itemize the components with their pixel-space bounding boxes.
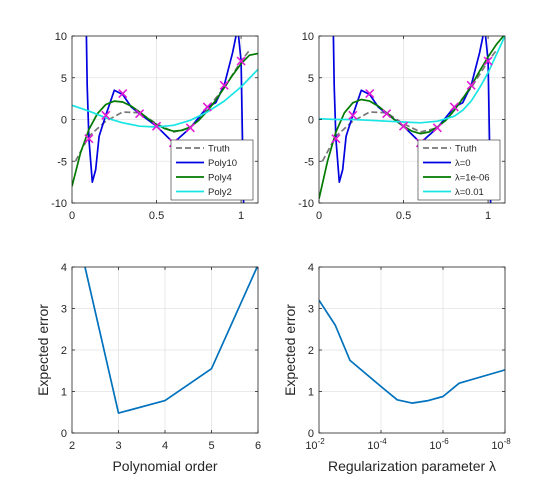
legend-label-1: λ=0 — [455, 158, 471, 169]
y-tick-label: 0 — [308, 428, 314, 440]
x-tick-label: 10-6 — [429, 437, 449, 452]
data-point-marker — [219, 80, 229, 90]
y-tick-label: 5 — [308, 73, 314, 85]
x-axis-label: Regularization parameter λ — [328, 458, 496, 474]
x-tick-label: 0 — [316, 210, 322, 222]
x-tick-label: 1 — [485, 210, 491, 222]
x-tick-label: 0.5 — [396, 210, 411, 222]
x-axis-label: Polynomial order — [112, 458, 217, 474]
x-tick-label: 6 — [255, 440, 261, 452]
x-tick-label-exponent: -4 — [380, 437, 388, 446]
y-tick-label: 0 — [308, 115, 314, 127]
legend-label-2: Poly4 — [208, 173, 232, 184]
x-tick-label-exponent: -2 — [318, 437, 326, 446]
y-tick-label: 2 — [308, 345, 314, 357]
data-point-marker — [101, 110, 111, 120]
legend-box — [417, 139, 501, 201]
series-line-3 — [319, 36, 505, 124]
y-tick-label: -5 — [57, 156, 67, 168]
y-tick-label: -5 — [304, 156, 314, 168]
x-tick-label-exponent: -8 — [504, 437, 512, 446]
data-point-marker — [449, 102, 459, 112]
x-tick-label: 0 — [69, 210, 75, 222]
plot-lines — [84, 267, 258, 414]
x-tick-label-base: 10 — [429, 440, 441, 452]
x-tick-label: 3 — [115, 440, 121, 452]
y-tick-label: -10 — [51, 198, 67, 210]
y-tick-label: 1 — [308, 387, 314, 399]
plot-lines — [319, 299, 505, 404]
data-point-marker — [398, 121, 409, 131]
legend: Truth λ=0 λ=1e-06 λ=0.01 — [417, 139, 501, 201]
data-point-marker — [365, 89, 375, 99]
x-tick-label: 10-8 — [491, 437, 511, 452]
y-axis-label: Expected error — [282, 304, 298, 396]
legend-label-3: Poly2 — [208, 187, 232, 198]
legend-label-0: Truth — [208, 144, 230, 155]
data-point-marker — [84, 134, 94, 144]
x-tick-label: 10-4 — [367, 437, 387, 452]
x-tick-label: 1 — [238, 210, 244, 222]
y-tick-label: 1 — [61, 387, 67, 399]
legend-label-2: λ=1e-06 — [455, 173, 490, 184]
y-tick-label: 2 — [61, 345, 67, 357]
plot-lines — [72, 36, 258, 203]
y-tick-label: -10 — [298, 198, 314, 210]
series-line-2 — [319, 36, 505, 199]
y-tick-label: 0 — [61, 428, 67, 440]
x-tick-label-base: 10 — [491, 440, 503, 452]
x-tick-label: 10-2 — [305, 437, 325, 452]
legend-box — [170, 139, 254, 201]
chart-panel-bottom-left: 2 3 4 5 6 0 1 2 3 4 Polynomial order Expected error — [35, 262, 261, 474]
series-line-0 — [319, 299, 505, 404]
y-tick-label: 5 — [61, 73, 67, 85]
data-point-marker — [382, 109, 392, 119]
x-tick-label: 0.5 — [149, 210, 164, 222]
chart-panel-top-left: 0 0.5 1 -10 -5 0 5 10 Truth Poly10 Poly4 Poly2 — [51, 31, 259, 222]
data-point-marker — [331, 134, 341, 144]
data-point-marker — [202, 102, 212, 112]
series-line-2 — [72, 52, 258, 187]
x-tick-label-base: 10 — [367, 440, 379, 452]
series-line-0 — [84, 267, 258, 414]
data-point-marker — [466, 80, 476, 90]
x-tick-label-exponent: -6 — [442, 437, 450, 446]
y-tick-label: 10 — [302, 31, 314, 43]
legend-label-3: λ=0.01 — [455, 187, 484, 198]
legend-label-1: Poly10 — [208, 158, 237, 169]
y-tick-label: 4 — [308, 262, 314, 274]
data-point-marker — [135, 109, 145, 119]
data-point-marker — [118, 89, 128, 99]
data-point-marker — [432, 123, 442, 133]
data-point-marker — [151, 121, 162, 131]
x-tick-label: 5 — [208, 440, 214, 452]
data-point-marker — [483, 56, 493, 66]
legend: Truth Poly10 Poly4 Poly2 — [170, 139, 254, 201]
y-tick-label: 3 — [308, 304, 314, 316]
y-tick-label: 4 — [61, 262, 67, 274]
y-tick-label: 0 — [61, 115, 67, 127]
data-point-marker — [236, 56, 246, 66]
x-tick-label: 4 — [162, 440, 168, 452]
series-line-3 — [72, 68, 258, 128]
legend-label-0: Truth — [455, 144, 477, 155]
y-tick-label: 3 — [61, 304, 67, 316]
chart-panel-top-right: 0 0.5 1 -10 -5 0 5 10 Truth λ=0 λ=1e-06 λ=0.01 — [298, 31, 506, 222]
x-tick-label-base: 10 — [305, 440, 317, 452]
plot-lines — [319, 36, 505, 203]
y-tick-label: 10 — [55, 31, 67, 43]
data-point-marker — [185, 123, 195, 133]
x-tick-label: 2 — [69, 440, 75, 452]
data-point-marker — [348, 110, 358, 120]
y-axis-label: Expected error — [35, 304, 51, 396]
